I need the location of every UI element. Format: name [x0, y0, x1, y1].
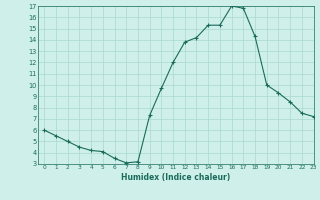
X-axis label: Humidex (Indice chaleur): Humidex (Indice chaleur) — [121, 173, 231, 182]
